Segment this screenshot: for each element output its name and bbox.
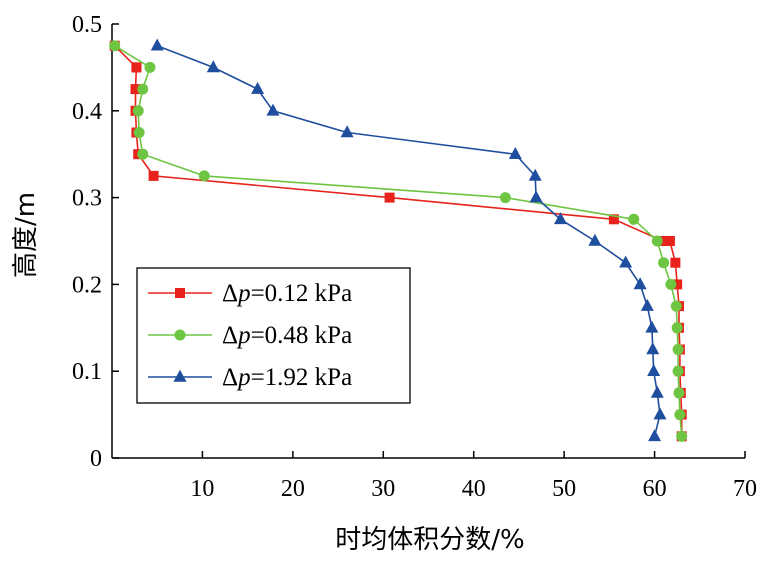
x-tick-label: 10 [190,476,214,502]
data-point [650,385,664,398]
data-point [676,430,688,442]
data-point [144,61,156,73]
data-point [266,103,280,116]
data-point [671,322,683,334]
data-point [653,407,667,420]
data-point [645,320,659,333]
x-tick-label: 70 [733,476,757,502]
data-point [672,279,683,290]
data-point [640,298,654,311]
y-axis-title: 高度/m [11,192,41,278]
data-point [628,213,640,225]
data-point [109,40,121,52]
y-tick-label: 0.4 [72,99,102,125]
data-point [384,192,395,203]
data-point [608,214,619,225]
data-point [674,409,686,421]
series-3 [150,38,667,442]
x-tick-label: 40 [462,476,486,502]
data-point [150,38,164,51]
data-point [588,233,602,246]
data-point [658,257,670,269]
data-point [647,364,661,376]
data-point [646,342,660,355]
series-2 [109,40,688,442]
legend-item: Δp=1.92 kPa [148,364,352,391]
data-point [137,83,149,95]
y-tick-label: 0.3 [72,186,102,212]
data-point [633,277,647,290]
y-tick-label: 0.5 [72,12,102,38]
series-group [109,38,688,442]
legend-label: Δp=0.48 kPa [222,322,352,349]
legend-marker [173,369,187,382]
legend-marker [174,329,186,341]
data-point [619,255,633,268]
data-point [131,62,142,73]
data-point [673,387,685,399]
data-point [554,212,568,225]
data-point [651,235,663,247]
data-point [206,60,220,73]
legend-label: Δp=0.12 kPa [222,280,352,307]
data-point [670,257,681,268]
x-tick-label: 20 [281,476,305,502]
data-point [148,170,159,181]
data-point [130,84,141,95]
legend-item: Δp=0.48 kPa [148,322,352,349]
x-axis-title: 时均体积分数/% [335,525,524,555]
data-point [529,190,543,203]
data-point [251,81,265,94]
legend: Δp=0.12 kPa Δp=0.48 kPa Δp=1.92 kPa [136,267,411,404]
x-tick-label: 50 [552,476,576,502]
data-point [132,105,144,117]
legend-item: Δp=0.12 kPa [148,280,352,307]
data-point [528,168,542,181]
data-point [508,147,522,159]
axes: 0 0.1 0.2 0.3 0.4 0.5 10 20 30 40 50 60 70 [72,12,757,502]
x-tick-label: 60 [643,476,667,502]
data-point [133,127,145,138]
data-point [672,365,684,377]
data-point [664,236,675,246]
data-point [340,125,354,138]
x-tick-label: 30 [371,476,395,502]
data-point [137,148,149,160]
y-tick-label: 0 [90,446,102,472]
data-point [648,429,662,442]
data-point [665,278,677,290]
y-tick-label: 0.1 [72,359,102,385]
data-point [670,300,682,312]
data-point [672,344,684,355]
data-point [198,170,210,182]
y-tick-label: 0.2 [72,272,102,298]
legend-marker [175,288,185,298]
legend-label: Δp=1.92 kPa [222,364,352,391]
data-point [499,192,511,204]
